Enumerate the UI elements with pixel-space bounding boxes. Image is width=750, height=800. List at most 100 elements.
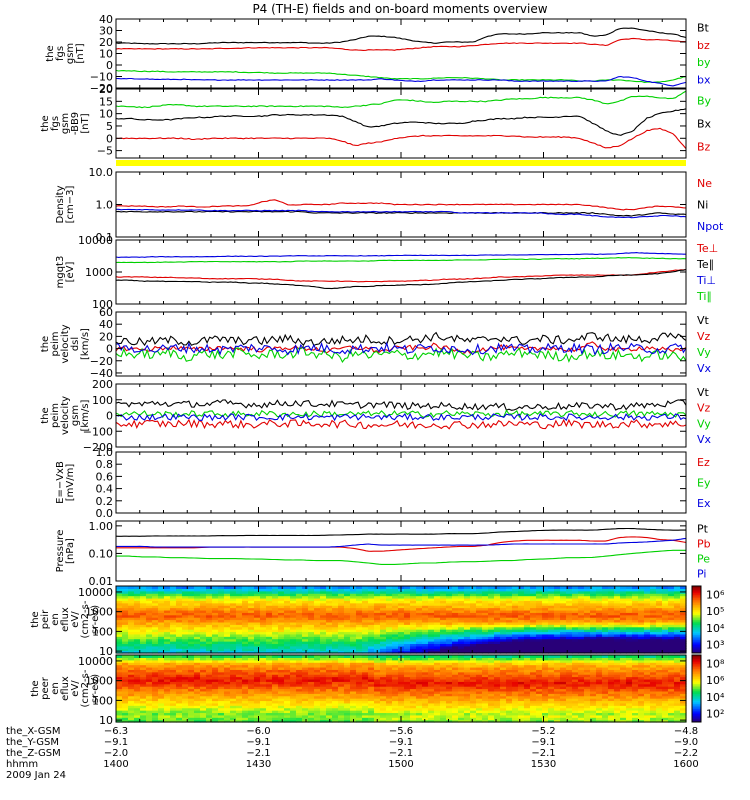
spectrogram-cell [200, 683, 207, 687]
spectrogram-cell [662, 609, 669, 613]
spectrogram-cell [410, 631, 417, 635]
spectrogram-cell [308, 686, 315, 690]
spectrogram-cell [206, 597, 213, 601]
spectrogram-cell [128, 664, 135, 668]
panel-frame [115, 18, 687, 89]
spectrogram-cell [182, 614, 189, 618]
spectrogram-cell [446, 676, 453, 680]
spectrogram-cell [494, 633, 501, 637]
spectrogram-cell [350, 657, 357, 661]
spectrogram-cell [290, 655, 297, 658]
spectrogram-cell [158, 605, 165, 609]
spectrogram-cell [464, 614, 471, 618]
spectrogram-cell [284, 700, 291, 704]
spectrogram-cell [470, 597, 477, 601]
spectrogram-cell [644, 631, 651, 635]
spectrogram-cell [680, 602, 687, 606]
spectrogram-cell [524, 624, 531, 628]
spectrogram-cell [164, 643, 171, 647]
spectrogram-cell [140, 607, 147, 611]
spectrogram-cell [128, 695, 135, 699]
spectrogram-cell [368, 629, 375, 633]
spectrogram-cell [176, 655, 183, 658]
spectrogram-cell [428, 619, 435, 623]
spectrogram-cell [380, 659, 387, 663]
spectrogram-cell [350, 710, 357, 714]
spectrogram-cell [164, 588, 171, 592]
spectrogram-cell [644, 612, 651, 616]
spectrogram-cell [296, 659, 303, 663]
spectrogram-cell [356, 705, 363, 709]
spectrogram-cell [416, 695, 423, 699]
spectrogram-cell [602, 633, 609, 637]
spectrogram-cell [164, 657, 171, 661]
spectrogram-cell [356, 702, 363, 706]
spectrogram-cell [164, 695, 171, 699]
spectrogram-cell [428, 702, 435, 706]
spectrogram-cell [338, 674, 345, 678]
spectrogram-cell [188, 655, 195, 658]
spectrogram-cell [332, 586, 339, 589]
spectrogram-cell [338, 712, 345, 716]
spectrogram-cell [140, 641, 147, 645]
spectrogram-cell [434, 686, 441, 690]
spectrogram-cell [344, 612, 351, 616]
spectrogram-cell [578, 636, 585, 640]
spectrogram-cell [296, 595, 303, 599]
spectrogram-cell [596, 607, 603, 611]
spectrogram-cell [572, 621, 579, 625]
spectrogram-cell [422, 650, 429, 654]
spectrogram-cell [314, 612, 321, 616]
spectrogram-cell [206, 612, 213, 616]
spectrogram-cell [440, 588, 447, 592]
spectrogram-cell [128, 650, 135, 654]
spectrogram-cell [188, 686, 195, 690]
spectrogram-cell [206, 700, 213, 704]
spectrogram-cell [356, 719, 363, 723]
spectrogram-cell [188, 669, 195, 673]
spectrogram-cell [572, 629, 579, 633]
spectrogram-cell [650, 619, 657, 623]
spectrogram-cell [248, 681, 255, 685]
spectrogram-cell [428, 655, 435, 658]
spectrogram-cell [380, 614, 387, 618]
spectrogram-cell [284, 659, 291, 663]
spectrogram-cell [446, 719, 453, 723]
spectrogram-cell [512, 597, 519, 601]
spectrogram-cell [314, 648, 321, 652]
spectrogram-cell [188, 600, 195, 604]
spectrogram-cell [416, 597, 423, 601]
spectrogram-cell [452, 683, 459, 687]
spectrogram-cell [530, 631, 537, 635]
spectrogram-cell [422, 693, 429, 697]
spectrogram-cell [236, 712, 243, 716]
spectrogram-cell [584, 621, 591, 625]
spectrogram-cell [362, 666, 369, 670]
spectrogram-cell [356, 674, 363, 678]
spectrogram-cell [158, 626, 165, 630]
spectrogram-cell [242, 605, 249, 609]
spectrogram-cell [170, 641, 177, 645]
spectrogram-cell [410, 700, 417, 704]
spectrogram-cell [416, 643, 423, 647]
spectrogram-cell [356, 643, 363, 647]
spectrogram-cell [140, 700, 147, 704]
spectrogram-cell [338, 641, 345, 645]
series-line-Vt [115, 331, 687, 347]
spectrogram-cell [584, 597, 591, 601]
spectrogram-cell [638, 605, 645, 609]
spectrogram-cell [512, 626, 519, 630]
spectrogram-cell [254, 612, 261, 616]
spectrogram-cell [422, 662, 429, 666]
spectrogram-cell [242, 619, 249, 623]
spectrogram-cell [374, 717, 381, 721]
spectrogram-cell [578, 614, 585, 618]
spectrogram-cell [266, 612, 273, 616]
spectrogram-cell [566, 650, 573, 654]
spectrogram-cell [242, 705, 249, 709]
spectrogram-cell [320, 695, 327, 699]
spectrogram-cell [650, 607, 657, 611]
spectrogram-cell [164, 664, 171, 668]
spectrogram-cell [158, 624, 165, 628]
spectrogram-cell [530, 586, 537, 589]
